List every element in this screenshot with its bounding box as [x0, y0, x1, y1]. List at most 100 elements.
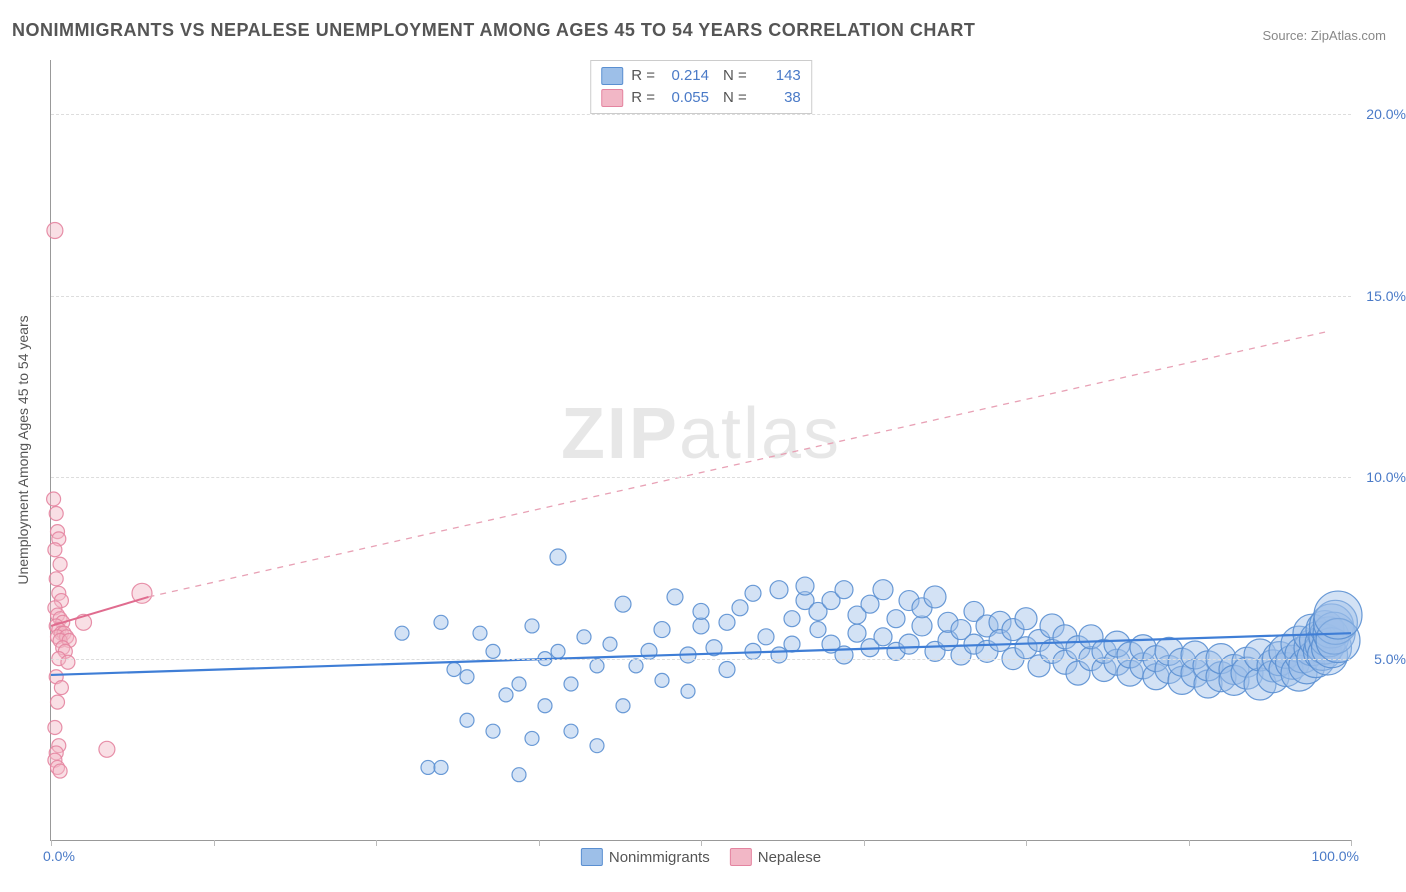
- data-point: [874, 628, 892, 646]
- data-point: [499, 688, 513, 702]
- data-point: [486, 724, 500, 738]
- data-point: [887, 610, 905, 628]
- r-value-nonimmigrants: 0.214: [663, 65, 709, 87]
- x-tick: [701, 840, 702, 846]
- grid-line: [51, 296, 1351, 297]
- data-point: [603, 637, 617, 651]
- n-value-nonimmigrants: 143: [755, 65, 801, 87]
- legend-item-nonimmigrants: Nonimmigrants: [581, 848, 710, 866]
- data-point: [564, 724, 578, 738]
- source-label: Source: ZipAtlas.com: [1262, 28, 1386, 43]
- n-label: N =: [723, 65, 747, 87]
- data-point: [693, 618, 709, 634]
- data-point: [486, 644, 500, 658]
- x-tick-label-left: 0.0%: [43, 848, 75, 864]
- data-point: [460, 713, 474, 727]
- x-tick: [1351, 840, 1352, 846]
- r-label: R =: [631, 87, 655, 109]
- r-value-nepalese: 0.055: [663, 87, 709, 109]
- data-point: [784, 636, 800, 652]
- y-tick-label: 5.0%: [1374, 651, 1406, 667]
- x-tick: [539, 840, 540, 846]
- data-point: [47, 223, 63, 239]
- legend-stats-box: R = 0.214 N = 143 R = 0.055 N = 38: [590, 60, 812, 114]
- grid-line: [51, 477, 1351, 478]
- data-point: [848, 624, 866, 642]
- data-point: [667, 589, 683, 605]
- swatch-nonimmigrants: [601, 67, 623, 85]
- swatch-nepalese: [601, 89, 623, 107]
- data-point: [434, 615, 448, 629]
- data-point: [590, 739, 604, 753]
- data-point: [473, 626, 487, 640]
- chart-plot-area: Unemployment Among Ages 45 to 54 years Z…: [50, 60, 1351, 841]
- y-tick-label: 20.0%: [1366, 106, 1406, 122]
- data-point: [525, 731, 539, 745]
- data-point: [719, 661, 735, 677]
- source-prefix: Source:: [1262, 28, 1310, 43]
- data-point: [732, 600, 748, 616]
- data-point: [912, 616, 932, 636]
- data-point: [460, 670, 474, 684]
- data-point: [719, 614, 735, 630]
- data-point: [551, 644, 565, 658]
- x-tick: [1189, 840, 1190, 846]
- data-point: [655, 673, 669, 687]
- data-point: [796, 577, 814, 595]
- data-point: [53, 764, 67, 778]
- source-name: ZipAtlas.com: [1311, 28, 1386, 43]
- legend-stats-row-nonimmigrants: R = 0.214 N = 143: [601, 65, 801, 87]
- data-point: [434, 760, 448, 774]
- data-point: [835, 581, 853, 599]
- data-point: [395, 626, 409, 640]
- swatch-nonimmigrants: [581, 848, 603, 866]
- data-point: [873, 580, 893, 600]
- x-tick: [864, 840, 865, 846]
- data-point: [615, 596, 631, 612]
- legend-label-nepalese: Nepalese: [758, 849, 821, 866]
- data-point: [693, 603, 709, 619]
- chart-svg: [51, 60, 1351, 840]
- data-point: [421, 760, 435, 774]
- swatch-nepalese: [730, 848, 752, 866]
- data-point: [512, 677, 526, 691]
- grid-line: [51, 114, 1351, 115]
- data-point: [550, 549, 566, 565]
- data-point: [745, 585, 761, 601]
- x-tick: [376, 840, 377, 846]
- data-point: [590, 659, 604, 673]
- data-point: [48, 543, 62, 557]
- chart-title: NONIMMIGRANTS VS NEPALESE UNEMPLOYMENT A…: [12, 20, 975, 41]
- data-point: [810, 622, 826, 638]
- data-point: [616, 699, 630, 713]
- data-point: [99, 741, 115, 757]
- data-point: [758, 629, 774, 645]
- data-point: [924, 586, 946, 608]
- data-point: [47, 492, 61, 506]
- data-point: [654, 622, 670, 638]
- data-point: [681, 684, 695, 698]
- data-point: [1314, 591, 1362, 639]
- x-tick: [51, 840, 52, 846]
- y-tick-label: 10.0%: [1366, 469, 1406, 485]
- data-point: [525, 619, 539, 633]
- data-point: [784, 611, 800, 627]
- r-label: R =: [631, 65, 655, 87]
- legend-stats-row-nepalese: R = 0.055 N = 38: [601, 87, 801, 109]
- data-point: [54, 681, 68, 695]
- legend-label-nonimmigrants: Nonimmigrants: [609, 849, 710, 866]
- grid-line: [51, 659, 1351, 660]
- data-point: [53, 557, 67, 571]
- data-point: [49, 572, 63, 586]
- data-point: [899, 634, 919, 654]
- x-tick: [214, 840, 215, 846]
- data-point: [1015, 608, 1037, 630]
- n-value-nepalese: 38: [755, 87, 801, 109]
- data-point: [629, 659, 643, 673]
- data-point: [512, 768, 526, 782]
- data-point: [48, 721, 62, 735]
- data-point: [771, 647, 787, 663]
- x-tick: [1026, 840, 1027, 846]
- y-tick-label: 15.0%: [1366, 288, 1406, 304]
- legend-series: Nonimmigrants Nepalese: [581, 848, 821, 866]
